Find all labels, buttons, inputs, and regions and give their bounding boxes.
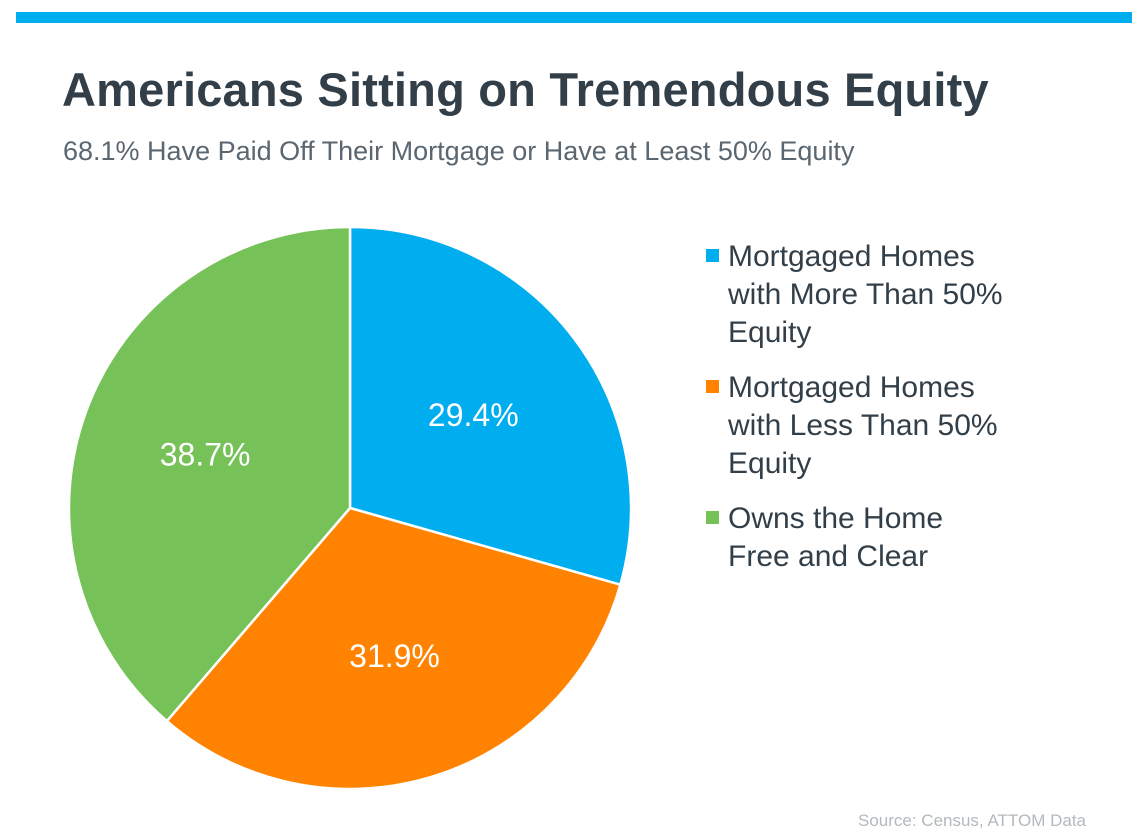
legend-label-line-1: Mortgaged Homes — [728, 371, 975, 404]
legend-label-line-3: Equity — [728, 447, 812, 480]
pie-slice-2 — [165, 506, 622, 791]
legend-label-line-3: Equity — [728, 316, 812, 349]
legend-item-less-than-50-equity: Mortgaged Homes with Less Than 50% Equit… — [706, 369, 1126, 483]
pie-slice-label-2: 31.9% — [349, 638, 440, 674]
legend-label-line-2: with More Than 50% — [728, 278, 1003, 311]
pie-slice-label-1: 29.4% — [428, 397, 519, 433]
legend-label-line-1: Owns the Home — [728, 502, 944, 535]
legend-label-line-1: Mortgaged Homes — [728, 240, 975, 273]
legend-label-line-2: Free and Clear — [728, 540, 929, 573]
pie-slice-3 — [67, 225, 352, 723]
top-accent-bar — [16, 12, 1132, 23]
pie-slice-label-3: 38.7% — [160, 436, 251, 472]
legend-swatch-orange — [706, 380, 719, 393]
legend-swatch-green — [706, 511, 719, 524]
pie-slice-1 — [348, 225, 633, 586]
chart-subtitle: 68.1% Have Paid Off Their Mortgage or Ha… — [63, 136, 855, 166]
pie-chart: 29.4% 31.9% 38.7% — [67, 225, 633, 791]
legend-item-more-than-50-equity: Mortgaged Homes with More Than 50% Equit… — [706, 238, 1126, 352]
chart-legend: Mortgaged Homes with More Than 50% Equit… — [706, 238, 1126, 593]
source-note: Source: Census, ATTOM Data — [857, 811, 1086, 830]
legend-item-free-and-clear: Owns the Home Free and Clear — [706, 500, 1126, 576]
legend-swatch-blue — [706, 249, 719, 262]
legend-label-line-2: with Less Than 50% — [728, 409, 998, 442]
chart-title: Americans Sitting on Tremendous Equity — [62, 63, 989, 116]
